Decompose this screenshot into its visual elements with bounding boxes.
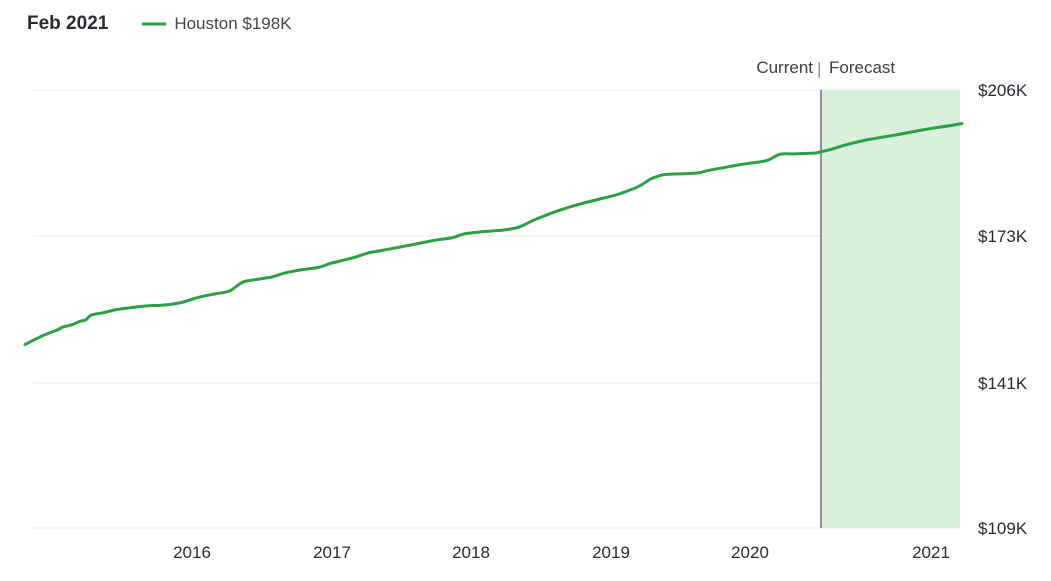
svg-text:2017: 2017 bbox=[313, 543, 351, 562]
svg-text:$173K: $173K bbox=[978, 227, 1028, 246]
svg-text:Forecast: Forecast bbox=[829, 58, 895, 77]
svg-text:|: | bbox=[817, 59, 821, 78]
svg-text:2020: 2020 bbox=[731, 543, 769, 562]
svg-text:$141K: $141K bbox=[978, 374, 1028, 393]
svg-text:$206K: $206K bbox=[978, 81, 1028, 100]
svg-text:2021: 2021 bbox=[912, 543, 950, 562]
svg-text:$109K: $109K bbox=[978, 519, 1028, 538]
svg-text:Current: Current bbox=[756, 58, 813, 77]
svg-text:2018: 2018 bbox=[452, 543, 490, 562]
svg-text:2016: 2016 bbox=[173, 543, 211, 562]
svg-text:2019: 2019 bbox=[592, 543, 630, 562]
